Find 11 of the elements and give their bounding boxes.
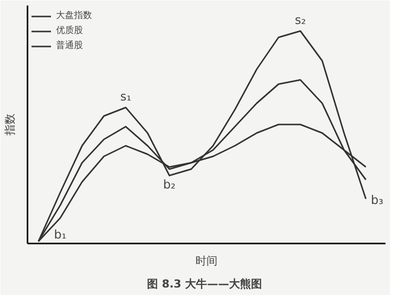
text: s₂ (294, 13, 306, 27)
x-axis-title: 时间 (196, 254, 218, 268)
annotation: b₂ (163, 178, 176, 192)
annotation: s₁ (120, 90, 132, 104)
legend-label: 大盘指数 (56, 10, 92, 22)
annotation: b₃ (370, 192, 384, 207)
text: 图 8.3 大牛——大熊图 (147, 278, 262, 290)
annotation: b₁ (54, 228, 67, 242)
y-axis-title: 指数 (4, 114, 16, 136)
legend-label: 优质股 (56, 24, 83, 37)
legend-label: 普通股 (56, 39, 83, 52)
